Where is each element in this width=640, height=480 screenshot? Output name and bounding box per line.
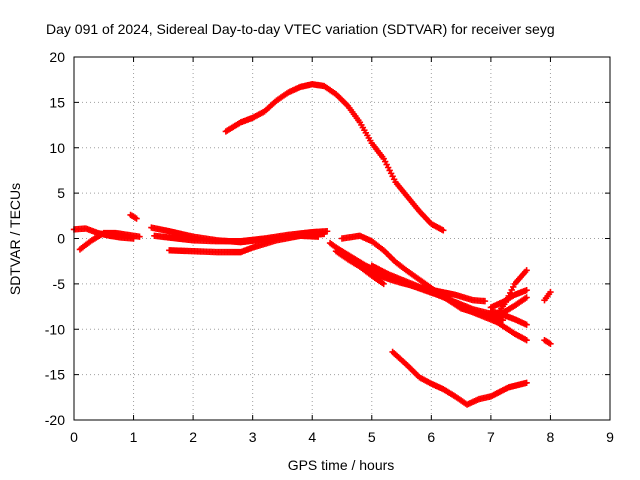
- data-point: [523, 267, 530, 274]
- series-arc-late-c: [493, 267, 530, 318]
- series-arc-early-b: [76, 229, 143, 253]
- x-tick-label: 2: [189, 429, 197, 445]
- data-points: [70, 81, 554, 408]
- data-point: [380, 280, 387, 288]
- y-tick-label: 5: [57, 185, 65, 201]
- series-arc-peak: [222, 81, 447, 234]
- x-tick-label: 9: [606, 429, 614, 445]
- x-tick-label: 4: [308, 429, 316, 445]
- y-tick-label: -20: [45, 412, 65, 428]
- series-arc-late-e: [541, 288, 554, 304]
- y-tick-label: 10: [49, 140, 65, 156]
- data-point: [523, 287, 530, 294]
- data-point: [523, 379, 530, 386]
- data-point: [547, 288, 554, 296]
- data-point: [523, 294, 530, 301]
- series-arc-desc-e: [368, 262, 506, 324]
- series-arc-early-c: [127, 211, 140, 222]
- series-arc-low: [389, 348, 530, 408]
- x-tick-label: 3: [249, 429, 257, 445]
- y-tick-label: 20: [49, 49, 65, 65]
- y-tick-label: 15: [49, 94, 65, 110]
- data-point: [314, 233, 322, 240]
- x-axis-label: GPS time / hours: [288, 457, 395, 473]
- data-point: [440, 227, 447, 234]
- data-point: [547, 340, 554, 347]
- series-arc-desc-c: [332, 248, 387, 288]
- chart-title: Day 091 of 2024, Sidereal Day-to-day VTE…: [46, 21, 555, 37]
- data-point: [523, 336, 530, 344]
- y-tick-label: -15: [45, 367, 65, 383]
- y-tick-label: -5: [53, 276, 66, 292]
- x-tick-label: 1: [130, 429, 138, 445]
- series-arc-late-f: [541, 336, 554, 347]
- data-point: [481, 297, 489, 305]
- series-arc-desc-d: [338, 232, 530, 344]
- x-tick-label: 5: [368, 429, 376, 445]
- data-point: [499, 316, 506, 324]
- y-tick-label: -10: [45, 321, 65, 337]
- data-point: [523, 321, 530, 328]
- series-arc-late-d: [487, 307, 530, 328]
- x-tick-label: 0: [70, 429, 78, 445]
- data-point: [323, 228, 331, 235]
- data-point: [133, 215, 140, 222]
- data-point: [136, 233, 143, 240]
- x-tick-label: 6: [427, 429, 435, 445]
- x-tick-label: 7: [487, 429, 495, 445]
- y-tick-label: 0: [57, 231, 65, 247]
- axis-ticks: 0 1 2 3 4 5 6 7 8 9 -20 -15 -10 -5 0 5 10 15 20: [45, 49, 614, 445]
- y-axis-label: SDTVAR / TECUs: [7, 183, 23, 295]
- series-arc-flat-c: [166, 232, 322, 256]
- x-tick-label: 8: [547, 429, 555, 445]
